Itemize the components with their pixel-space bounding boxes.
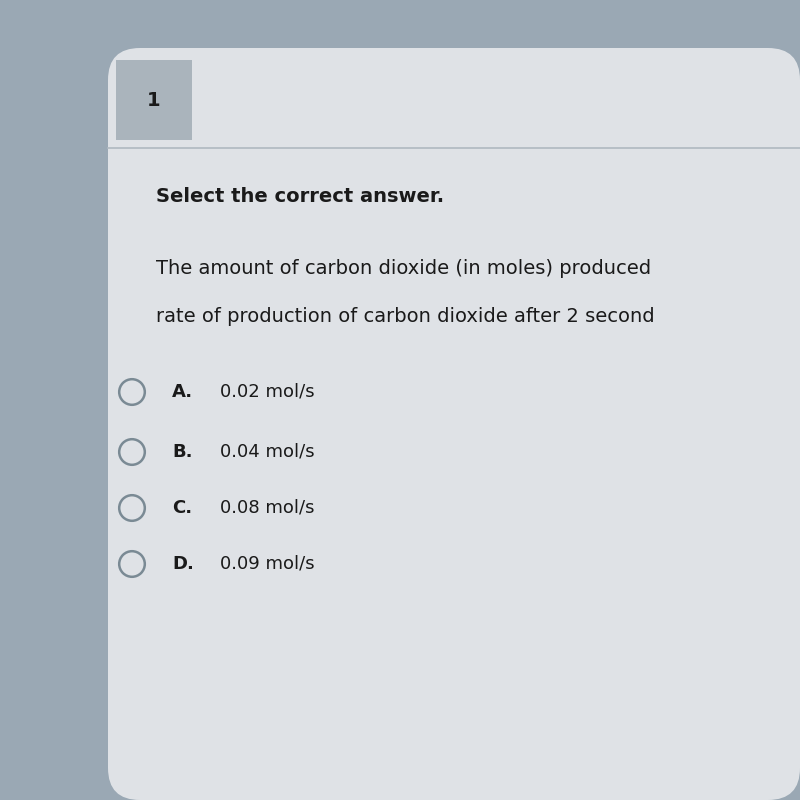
- Text: The amount of carbon dioxide (in moles) produced: The amount of carbon dioxide (in moles) …: [156, 258, 651, 278]
- Text: D.: D.: [172, 555, 194, 573]
- Text: C.: C.: [172, 499, 192, 517]
- Text: A.: A.: [172, 383, 193, 401]
- Text: 0.04 mol/s: 0.04 mol/s: [220, 443, 314, 461]
- Text: Select the correct answer.: Select the correct answer.: [156, 186, 444, 206]
- Text: B.: B.: [172, 443, 193, 461]
- Text: 0.02 mol/s: 0.02 mol/s: [220, 383, 314, 401]
- Text: rate of production of carbon dioxide after 2 second: rate of production of carbon dioxide aft…: [156, 306, 654, 326]
- Text: 0.08 mol/s: 0.08 mol/s: [220, 499, 314, 517]
- Text: 1: 1: [147, 90, 161, 110]
- Text: 0.09 mol/s: 0.09 mol/s: [220, 555, 314, 573]
